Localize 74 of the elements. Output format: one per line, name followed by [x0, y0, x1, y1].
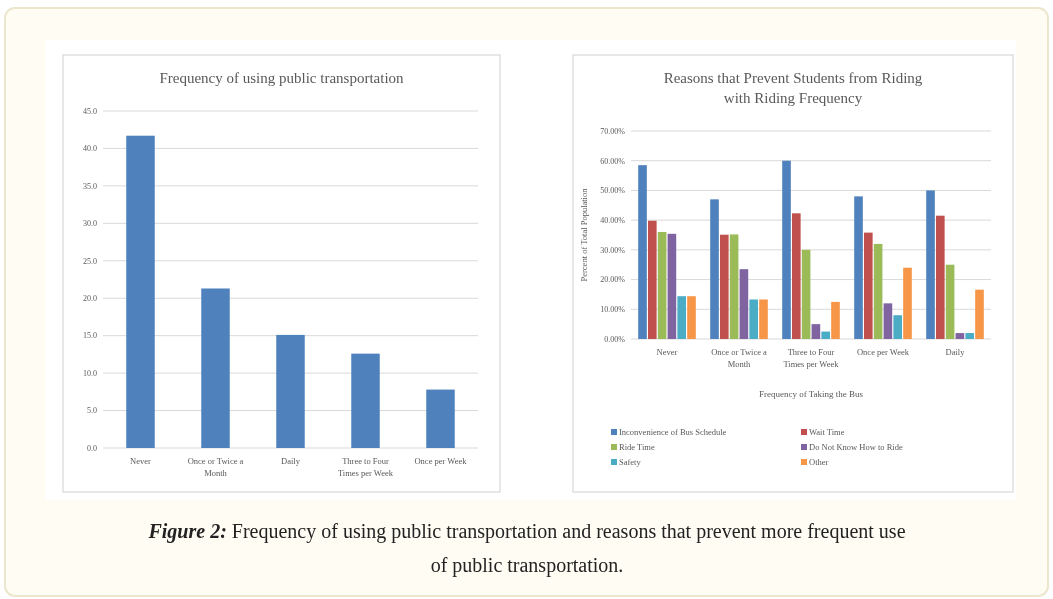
chart-title: Frequency of using public transportation [159, 70, 405, 86]
legend-label: Safety [619, 457, 642, 467]
y-tick-label: 20.0 [83, 294, 97, 304]
y-tick-label: 35.0 [83, 181, 97, 191]
x-tick-label: Daily [281, 456, 301, 466]
bar [873, 243, 883, 339]
y-tick-label: 40.00% [600, 215, 626, 225]
bar [759, 299, 768, 339]
bar [864, 232, 873, 339]
bar [720, 234, 729, 339]
bar [749, 299, 758, 339]
bar [945, 264, 955, 339]
bar [657, 232, 667, 339]
bar [739, 269, 749, 339]
bar [821, 331, 830, 339]
y-tick-label: 45.0 [83, 106, 97, 116]
bar [811, 324, 821, 339]
chart-title: Reasons that Prevent Students from Riding with Riding Frequency [663, 70, 923, 106]
x-tick-label: Once or Twice a Month [187, 456, 244, 478]
bar [638, 165, 647, 339]
bar [975, 289, 984, 339]
x-tick-label: Never [130, 456, 152, 466]
y-tick-label: 0.00% [604, 334, 626, 344]
x-tick-label: Three to Four Times per Week [337, 456, 394, 478]
legend-label: Inconvenience of Bus Schedule [619, 427, 727, 437]
y-tick-label: 25.0 [83, 256, 97, 266]
y-tick-label: 20.00% [600, 275, 626, 285]
y-tick-label: 10.0 [83, 368, 97, 378]
legend-label: Wait Time [809, 427, 845, 437]
bar [276, 334, 305, 448]
bar [903, 267, 912, 339]
bar [854, 196, 863, 339]
y-tick-label: 15.0 [83, 331, 97, 341]
caption: Figure 2: Frequency of using public transportation and reasons that prevent more frequent use of public transportation. [147, 520, 906, 577]
bar [926, 190, 935, 339]
bar [426, 389, 455, 448]
x-axis-title: Frequency of Taking the Bus [758, 389, 864, 399]
y-tick-label: 50.00% [600, 186, 626, 196]
bar [936, 215, 945, 339]
y-tick-label: 70.00% [600, 126, 626, 136]
bar [883, 303, 893, 339]
bar [831, 301, 840, 339]
bar [792, 213, 801, 339]
bar [782, 160, 791, 339]
bar [648, 220, 657, 339]
x-tick-label: Never [656, 347, 678, 357]
bar [667, 233, 677, 339]
y-tick-label: 5.0 [87, 406, 97, 416]
y-tick-label: 0.0 [87, 443, 97, 453]
x-tick-label: Once per Week [414, 456, 468, 466]
bar [801, 249, 811, 339]
y-tick-label: 30.00% [600, 245, 626, 255]
y-tick-label: 40.0 [83, 144, 97, 154]
x-tick-label: Daily [945, 347, 966, 357]
bar [687, 296, 696, 339]
bar [201, 288, 230, 448]
bar [677, 296, 686, 339]
x-tick-label: Three to Four Times per Week [783, 347, 840, 369]
y-tick-label: 10.00% [600, 305, 626, 315]
bar [126, 135, 155, 448]
bar [729, 234, 739, 339]
y-axis-title: Percent of Total Population [579, 187, 589, 282]
bar [710, 199, 719, 339]
legend-label: Other [809, 457, 829, 467]
bar [965, 333, 974, 339]
x-tick-label: Once per Week [856, 347, 910, 357]
x-tick-label: Once or Twice a Month [711, 347, 768, 369]
legend-label: Ride Time [619, 442, 655, 452]
bar [893, 315, 902, 339]
y-tick-label: 30.0 [83, 219, 97, 229]
legend-label: Do Not Know How to Ride [809, 442, 903, 452]
bar [351, 353, 380, 448]
bar [955, 333, 965, 339]
y-tick-label: 60.00% [600, 156, 626, 166]
